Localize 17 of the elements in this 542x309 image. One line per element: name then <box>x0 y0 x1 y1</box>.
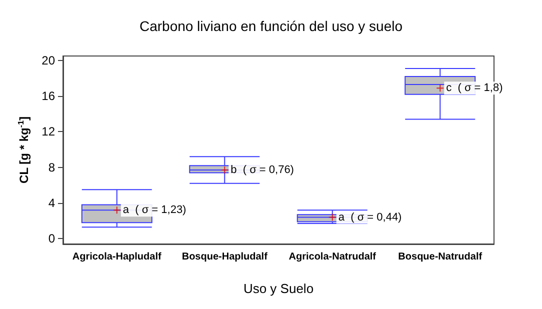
annotation: a ( σ = 0,44) <box>338 211 402 224</box>
x-tick-label: Bosque-Hapludalf <box>182 252 268 262</box>
annotation: a ( σ = 1,23) <box>122 204 186 216</box>
x-tick-label: Agricola-Hapludalf <box>72 252 162 262</box>
y-tick-label: 0 <box>48 232 56 246</box>
y-tick-label: 4 <box>48 196 56 210</box>
y-axis-title: CL [g * kg-1] <box>16 116 31 184</box>
y-tick-label: 16 <box>42 89 56 104</box>
x-tick-label: Bosque-Natrudalf <box>398 252 483 262</box>
annotation: c ( σ = 1,8) <box>446 82 503 94</box>
y-tick-label: 12 <box>42 124 56 139</box>
annotation: b ( σ = 0,76) <box>230 164 294 176</box>
x-axis-title: Uso y Suelo <box>243 281 314 296</box>
y-tick-label: 20 <box>42 53 56 68</box>
chart-title: Carbono liviano en función del uso y suelo <box>139 18 403 34</box>
y-tick-label: 8 <box>48 160 56 174</box>
x-tick-label: Agricola-Natrudalf <box>288 252 377 262</box>
